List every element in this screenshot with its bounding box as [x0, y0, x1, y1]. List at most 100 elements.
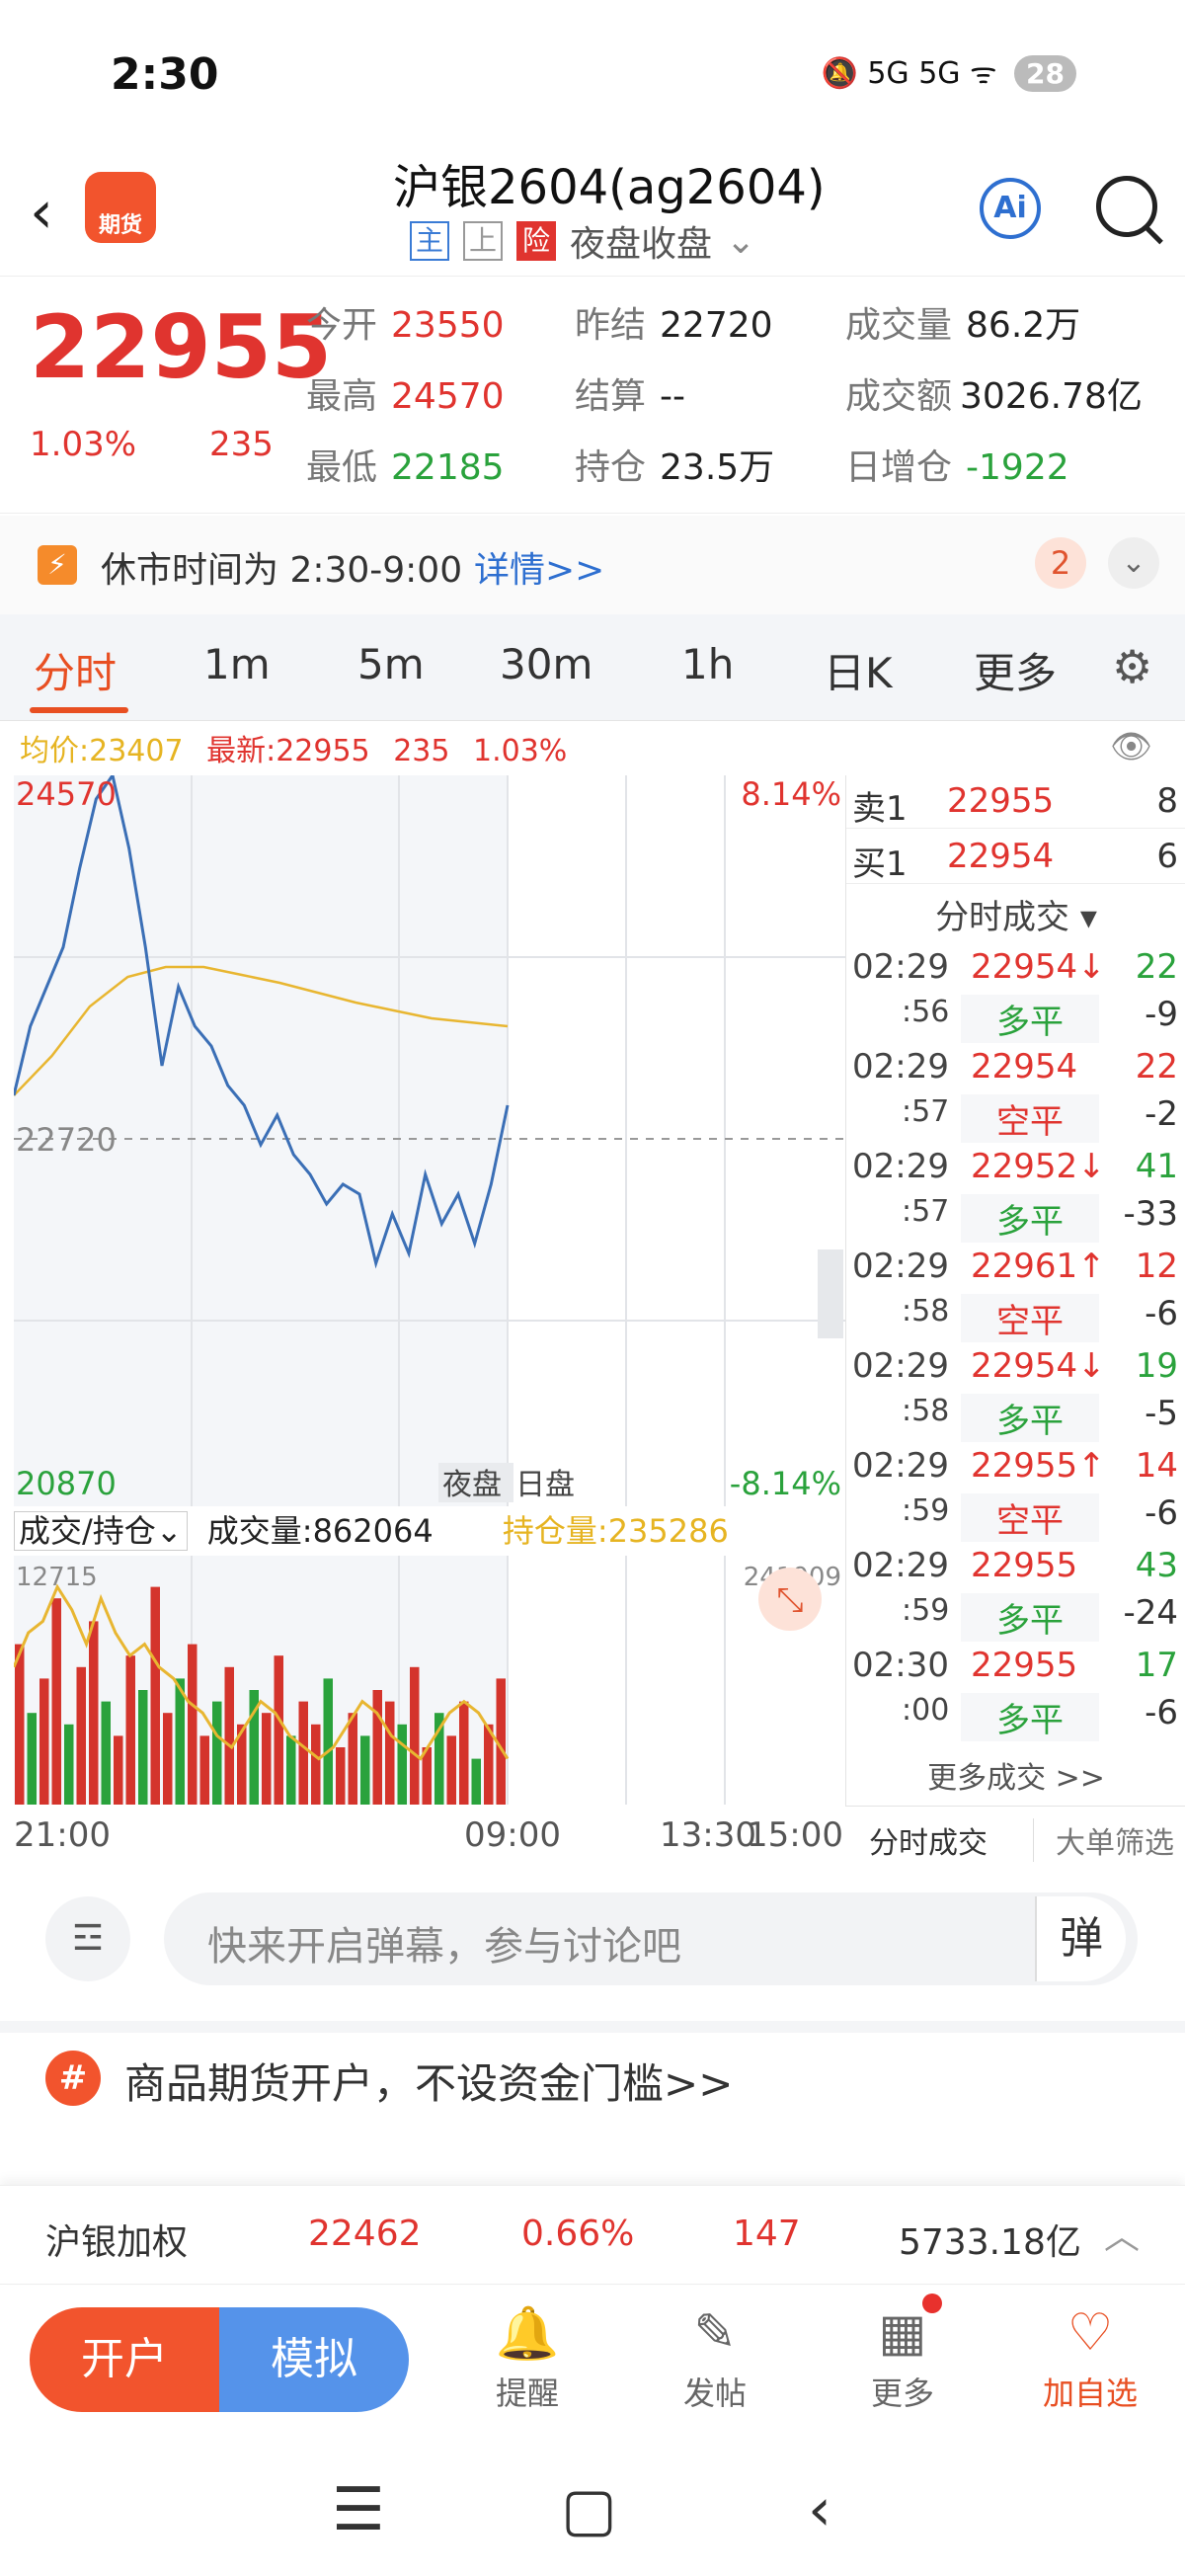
edit-icon: ✎	[693, 2303, 737, 2363]
chevron-down-icon[interactable]: ⌄	[726, 220, 756, 262]
promo-banner[interactable]	[0, 2021, 1185, 2179]
tab-intraday[interactable]: 分时	[34, 649, 118, 697]
volume-bar	[434, 1713, 444, 1805]
time-label-start: 21:00	[14, 1815, 111, 1855]
trade-price: 22961↑	[971, 1247, 1106, 1286]
volume-bar	[199, 1735, 209, 1805]
gear-icon[interactable]: ⚙	[1112, 640, 1153, 693]
quote-open: 今开 23550	[306, 305, 505, 346]
volume-bar	[150, 1586, 160, 1805]
session-status[interactable]: 夜盘收盘	[570, 224, 713, 265]
trade-seconds: :57	[902, 1194, 950, 1229]
intraday-price-chart[interactable]: 24570 22720 20870 8.14% -8.14% 夜盘 日盘	[14, 775, 845, 1506]
trade-type: 空平	[961, 1294, 1099, 1342]
expand-arrows: ⤡	[776, 1580, 803, 1620]
simulate-button[interactable]: 模拟	[219, 2307, 409, 2412]
trade-time: 02:30	[852, 1646, 949, 1685]
trade-price: 22954↓	[971, 947, 1106, 987]
tab-1m[interactable]: 1m	[203, 640, 271, 688]
danmu-toggle-icon[interactable]: 弹	[1035, 1896, 1126, 1981]
chevron-up-icon[interactable]: ︿	[1104, 2216, 1141, 2257]
avg-price-line	[14, 965, 509, 1096]
trade-time: 02:29	[852, 947, 949, 987]
volume-bar	[138, 1690, 148, 1805]
volume-bar	[422, 1747, 432, 1805]
footer-trades-tab[interactable]: 分时成交	[869, 1826, 988, 1861]
trade-type: 多平	[961, 995, 1099, 1043]
trade-price: 22955↑	[971, 1446, 1106, 1486]
search-icon[interactable]	[1096, 176, 1157, 237]
post-button[interactable]: ✎ 发帖	[656, 2303, 774, 2414]
home-icon[interactable]: ▢	[561, 2475, 617, 2544]
latest-change: 235	[393, 734, 450, 768]
more-trades-link[interactable]: 更多成交 >>	[927, 1761, 1105, 1796]
trade-price: 22955	[971, 1646, 1078, 1685]
volume-bar	[40, 1678, 49, 1805]
ai-button[interactable]: Ai	[980, 178, 1041, 239]
volume-header: 成交/持仓⌄ 成交量:862064 持仓量:235286	[14, 1506, 845, 1554]
price-line	[14, 775, 510, 1269]
chevron-down-icon[interactable]: ⌄	[1108, 537, 1159, 589]
panel-toggle-handle[interactable]	[818, 1249, 843, 1338]
comment-settings-icon[interactable]: ☲	[45, 1896, 130, 1981]
last-price: 22955	[30, 296, 333, 398]
tab-more[interactable]: 更多	[974, 649, 1058, 697]
trade-oi-change: -5	[1145, 1394, 1178, 1433]
volume-bar	[348, 1713, 357, 1805]
notification-dot	[922, 2294, 942, 2313]
tab-30m[interactable]: 30m	[500, 640, 593, 688]
notice-count-badge[interactable]: 2	[1035, 537, 1086, 589]
volume-bar	[89, 1621, 99, 1805]
time-label-1330: 13:30	[660, 1815, 756, 1855]
y-label-top-pct: 8.14%	[741, 775, 841, 813]
volume-chart[interactable]: 12715 241909 ⤡	[14, 1556, 845, 1805]
remind-button[interactable]: 🔔 提醒	[468, 2303, 587, 2414]
expand-icon[interactable]	[758, 1568, 822, 1631]
bid-row: 买1 22954 6	[846, 831, 1185, 884]
trade-oi-change: -6	[1145, 1294, 1178, 1333]
promo-text[interactable]: 商品期货开户，不设资金门槛>>	[124, 2059, 734, 2108]
trades-title[interactable]: 分时成交 ▾	[935, 898, 1097, 937]
ask-label: 卖1	[852, 789, 908, 829]
ask-price: 22955	[947, 781, 1055, 821]
volume-bar	[372, 1690, 382, 1805]
open-account-button[interactable]: 开户	[30, 2307, 219, 2412]
volume-bar	[27, 1713, 37, 1805]
tab-daily-k[interactable]: 日K	[824, 649, 893, 697]
back-icon[interactable]: ‹	[30, 178, 53, 247]
quote-prev-settle: 昨结 22720	[575, 305, 773, 346]
ticker-change: 147	[733, 2214, 801, 2254]
session-bg	[14, 775, 508, 1506]
volume-bar	[496, 1678, 506, 1805]
status-icons: 🔕 5G 5G ᯤ 28	[821, 51, 1076, 92]
add-watchlist-button[interactable]: ♡ 加自选	[1031, 2303, 1149, 2414]
weighted-ticker[interactable]: 沪银加权 22462 0.66% 147 5733.18亿 ︿	[0, 2185, 1185, 2284]
top-nav	[0, 148, 1185, 277]
trade-price: 22954	[971, 1047, 1078, 1087]
danmu-input[interactable]: 快来开启弹幕，参与讨论吧	[164, 1892, 1138, 1985]
volume-bar	[446, 1735, 456, 1805]
trade-time: 02:29	[852, 1147, 949, 1186]
volume-bar	[249, 1690, 259, 1805]
volume-bar	[212, 1701, 222, 1805]
more-button[interactable]: ▦ 更多	[843, 2303, 962, 2414]
menu-icon[interactable]: ☰	[332, 2475, 385, 2544]
futures-badge[interactable]: 期货	[85, 172, 156, 243]
bell-icon: 🔔	[495, 2304, 560, 2364]
eye-icon[interactable]: 👁	[1110, 727, 1153, 766]
footer-bigorder-tab[interactable]: 大单筛选	[1033, 1818, 1174, 1862]
volume-bar	[175, 1678, 185, 1805]
tab-1h[interactable]: 1h	[681, 640, 735, 688]
trade-time: 02:29	[852, 1346, 949, 1386]
night-session-label: 夜盘	[442, 1468, 502, 1502]
notice-detail-link[interactable]: 详情>>	[474, 550, 605, 591]
quote-low: 最低 22185	[306, 447, 505, 488]
volume-bar	[224, 1666, 234, 1805]
volume-mode-select[interactable]: 成交/持仓⌄	[14, 1511, 188, 1551]
tab-5m[interactable]: 5m	[357, 640, 425, 688]
trade-seconds: :59	[902, 1493, 950, 1528]
back-nav-icon[interactable]: ‹	[808, 2475, 831, 2544]
y-label-bottom-pct: -8.14%	[730, 1465, 841, 1502]
quote-volume: 成交量 86.2万	[845, 305, 1081, 346]
trade-seconds: :57	[902, 1094, 950, 1129]
